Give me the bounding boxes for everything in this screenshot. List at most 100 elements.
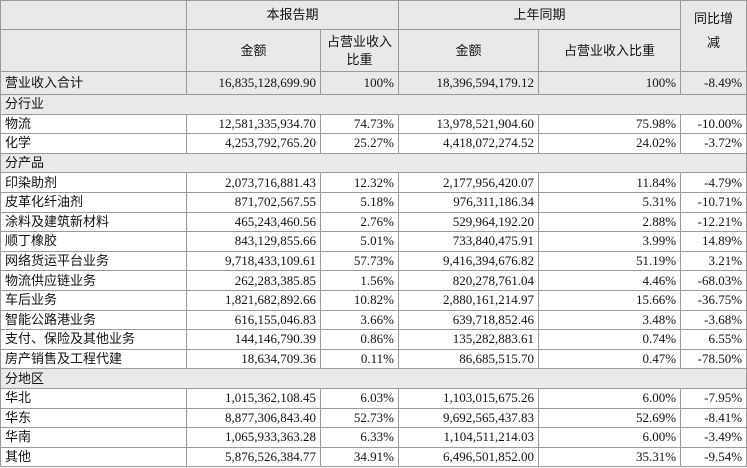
value-cell: 843,129,855.66 — [186, 231, 321, 252]
row-label: 房产销售及工程代建 — [0, 348, 187, 370]
header-cell: 同比增减 — [680, 0, 747, 72]
value-cell: -10.00% — [680, 113, 747, 135]
row-label: 化学 — [0, 133, 187, 154]
row-label: 物流供应链业务 — [0, 270, 187, 291]
value-cell: 6.03% — [319, 387, 400, 409]
row-label: 营业收入合计 — [0, 71, 187, 95]
value-cell: 75.98% — [538, 113, 682, 135]
value-cell: 100% — [538, 71, 682, 95]
value-cell: 100% — [319, 71, 400, 95]
table-body: 营业收入合计 16,835,128,699.90 100% 18,396,594,17… — [0, 71, 747, 468]
data-row: 物流供应链业务 262,283,385.85 1.56% 820,278,761.04… — [0, 270, 747, 291]
value-cell: -8.41% — [680, 407, 747, 429]
value-cell: 5.18% — [319, 191, 400, 213]
value-cell: 86,685,515.70 — [398, 348, 540, 370]
value-cell: 2,073,716,881.43 — [186, 172, 321, 193]
value-cell: 465,243,460.56 — [186, 211, 321, 233]
value-cell: 733,840,475.91 — [398, 231, 540, 252]
row-label: 华南 — [0, 427, 187, 448]
value-cell: 3.48% — [538, 309, 682, 331]
row-label: 印染助剂 — [0, 172, 187, 193]
header-cell: 占营业收入比重 — [538, 29, 682, 72]
value-cell: 25.27% — [319, 133, 400, 154]
value-cell: -4.79% — [680, 172, 747, 193]
value-cell: 51.19% — [538, 250, 682, 272]
data-row: 顺丁橡胶 843,129,855.66 5.01% 733,840,475.91 3.9… — [0, 231, 747, 252]
section-row: 分行业 — [0, 94, 747, 115]
header-cell: 上年同期 — [398, 0, 682, 30]
value-cell: 52.73% — [319, 407, 400, 429]
row-label: 智能公路港业务 — [0, 309, 187, 331]
row-label: 网络货运平台业务 — [0, 250, 187, 272]
value-cell: 9,718,433,109.61 — [186, 250, 321, 272]
value-cell: 5.31% — [538, 191, 682, 213]
value-cell: 34.91% — [319, 446, 400, 468]
row-label: 华东 — [0, 407, 187, 429]
value-cell: 4,253,792,765.20 — [186, 133, 321, 154]
value-cell: 871,702,567.55 — [186, 191, 321, 213]
value-cell: 12,581,335,934.70 — [186, 113, 321, 135]
row-label: 车后业务 — [0, 289, 187, 311]
value-cell: 5,876,526,384.77 — [186, 446, 321, 468]
data-row: 车后业务 1,821,682,892.66 10.82% 2,880,161,214.… — [0, 289, 747, 311]
value-cell: -3.49% — [680, 427, 747, 448]
data-row: 皮革化纤油剂 871,702,567.55 5.18% 976,311,186.34 5… — [0, 191, 747, 213]
value-cell: 10.82% — [319, 289, 400, 311]
value-cell: 9,416,394,676.82 — [398, 250, 540, 272]
value-cell: 35.31% — [538, 446, 682, 468]
value-cell: 616,155,046.83 — [186, 309, 321, 331]
data-row: 化学 4,253,792,765.20 25.27% 4,418,072,274.52… — [0, 133, 747, 154]
data-row: 支付、保险及其他业务 144,146,790.39 0.86% 135,282,883… — [0, 329, 747, 350]
value-cell: 11.84% — [538, 172, 682, 193]
row-label: 物流 — [0, 113, 187, 135]
header-cell: 本报告期 — [185, 0, 400, 30]
value-cell: -68.03% — [680, 270, 747, 291]
value-cell: -10.71% — [680, 191, 747, 213]
value-cell: 13,978,521,904.60 — [398, 113, 540, 135]
value-cell: 3.99% — [538, 231, 682, 252]
header-cell: 金额 — [398, 29, 540, 72]
value-cell: 6.55% — [680, 329, 747, 350]
value-cell: -36.75% — [680, 289, 747, 311]
section-row: 分地区 — [0, 368, 747, 389]
value-cell: 24.02% — [538, 133, 682, 154]
value-cell: -3.68% — [680, 309, 747, 331]
value-cell: 1,821,682,892.66 — [186, 289, 321, 311]
header-cell — [0, 29, 187, 72]
value-cell: 6.33% — [319, 427, 400, 448]
value-cell: 144,146,790.39 — [186, 329, 321, 350]
value-cell: 15.66% — [538, 289, 682, 311]
value-cell: 3.66% — [319, 309, 400, 331]
data-row: 华东 8,877,306,843.40 52.73% 9,692,565,437.83… — [0, 407, 747, 429]
header-cell: 占营业收入比重 — [319, 29, 400, 72]
value-cell: 0.47% — [538, 348, 682, 370]
value-cell: 1,015,362,108.45 — [186, 387, 321, 409]
value-cell: 18,396,594,179.12 — [398, 71, 540, 95]
header-text: 同比增减 — [694, 11, 734, 50]
header-cell — [0, 0, 187, 30]
value-cell: 135,282,883.61 — [398, 329, 540, 350]
value-cell: 262,283,385.85 — [186, 270, 321, 291]
data-row: 网络货运平台业务 9,718,433,109.61 57.73% 9,416,394,… — [0, 250, 747, 272]
value-cell: 1,065,933,363.28 — [186, 427, 321, 448]
value-cell: 6.00% — [538, 427, 682, 448]
value-cell: 639,718,852.46 — [398, 309, 540, 331]
section-label: 分地区 — [0, 368, 747, 389]
value-cell: 2,177,956,420.07 — [398, 172, 540, 193]
section-row: 分产品 — [0, 152, 747, 174]
value-cell: 57.73% — [319, 250, 400, 272]
value-cell: 0.11% — [319, 348, 400, 370]
header-cell: 金额 — [186, 29, 321, 72]
value-cell: 8,877,306,843.40 — [186, 407, 321, 429]
section-label: 分产品 — [0, 152, 747, 174]
value-cell: 1,103,015,675.26 — [398, 387, 540, 409]
value-cell: 5.01% — [319, 231, 400, 252]
value-cell: 74.73% — [319, 113, 400, 135]
data-row: 物流 12,581,335,934.70 74.73% 13,978,521,904.… — [0, 113, 747, 135]
value-cell: 6,496,501,852.00 — [398, 446, 540, 468]
data-row: 涂料及建筑新材料 465,243,460.56 2.76% 529,964,192.2… — [0, 211, 747, 233]
data-row: 其他 5,876,526,384.77 34.91% 6,496,501,852.00… — [0, 446, 747, 468]
value-cell: -8.49% — [680, 71, 747, 95]
